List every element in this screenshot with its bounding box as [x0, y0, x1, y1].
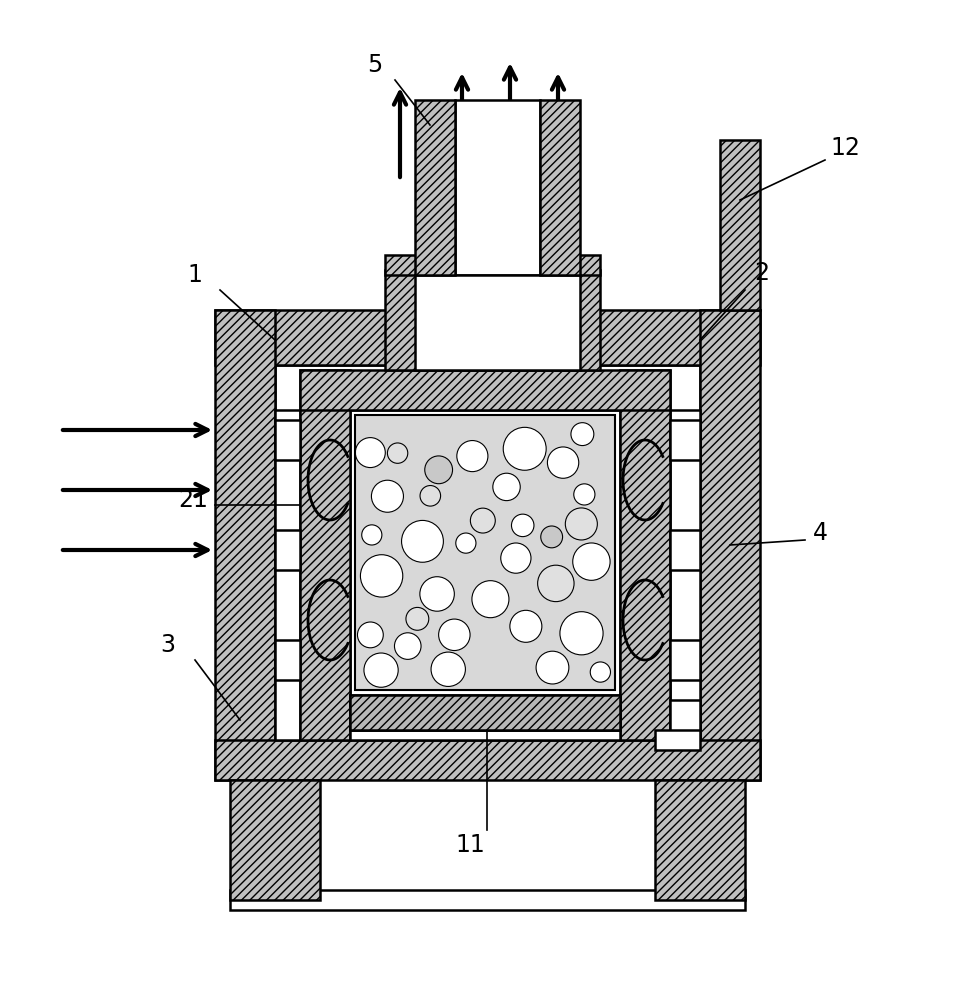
Circle shape	[547, 447, 578, 478]
Circle shape	[457, 441, 488, 472]
Circle shape	[420, 577, 454, 611]
Text: 1: 1	[188, 263, 202, 287]
Bar	[355, 415, 615, 690]
Bar	[540, 100, 580, 275]
Bar	[215, 310, 760, 365]
Circle shape	[537, 565, 574, 602]
Text: 5: 5	[367, 53, 383, 77]
Bar	[655, 780, 745, 900]
Circle shape	[512, 514, 534, 537]
Bar	[275, 640, 300, 680]
Circle shape	[492, 473, 520, 501]
Bar	[670, 640, 700, 680]
Circle shape	[361, 555, 403, 597]
Text: 3: 3	[160, 633, 176, 657]
Bar	[670, 420, 700, 460]
Circle shape	[573, 484, 595, 505]
Circle shape	[431, 652, 465, 686]
Circle shape	[402, 520, 444, 562]
Circle shape	[571, 423, 594, 446]
Text: 21: 21	[178, 488, 208, 512]
Bar	[300, 370, 670, 410]
Bar	[215, 310, 275, 780]
Circle shape	[456, 533, 476, 553]
Circle shape	[510, 610, 542, 642]
Bar	[415, 275, 580, 370]
Bar	[350, 410, 620, 730]
Circle shape	[573, 543, 610, 580]
Circle shape	[472, 581, 509, 618]
Text: 12: 12	[830, 136, 860, 160]
Text: 4: 4	[813, 521, 828, 545]
Bar	[620, 370, 670, 740]
Circle shape	[361, 525, 382, 545]
Bar	[415, 100, 455, 275]
Circle shape	[501, 543, 531, 573]
Circle shape	[395, 633, 421, 659]
Bar	[350, 695, 620, 730]
Bar	[350, 730, 620, 740]
Bar	[275, 530, 300, 570]
Bar	[230, 780, 320, 900]
Circle shape	[439, 619, 470, 651]
Bar	[215, 740, 760, 780]
Circle shape	[358, 622, 383, 648]
Circle shape	[560, 612, 603, 655]
Circle shape	[388, 443, 407, 463]
Circle shape	[364, 653, 399, 687]
Circle shape	[371, 480, 404, 512]
Circle shape	[420, 486, 441, 506]
Bar	[230, 890, 745, 910]
Bar	[670, 700, 700, 740]
Circle shape	[425, 456, 452, 484]
Bar	[720, 140, 760, 310]
Bar	[275, 410, 300, 740]
Circle shape	[503, 427, 546, 470]
Bar	[670, 410, 700, 740]
Text: 2: 2	[754, 261, 770, 285]
Bar	[350, 695, 620, 730]
Bar	[655, 730, 700, 750]
Circle shape	[470, 508, 495, 533]
Bar	[275, 365, 700, 740]
Circle shape	[566, 508, 597, 540]
Bar	[700, 310, 760, 780]
Circle shape	[356, 438, 385, 468]
Bar	[300, 370, 350, 740]
Bar	[385, 270, 600, 370]
Bar	[670, 530, 700, 570]
Circle shape	[590, 662, 611, 682]
Circle shape	[540, 526, 563, 548]
Text: 11: 11	[455, 833, 485, 857]
Circle shape	[536, 651, 569, 684]
Bar	[275, 420, 300, 460]
Bar	[355, 415, 615, 690]
Circle shape	[405, 607, 429, 630]
Bar	[385, 255, 600, 275]
Bar	[455, 100, 540, 275]
